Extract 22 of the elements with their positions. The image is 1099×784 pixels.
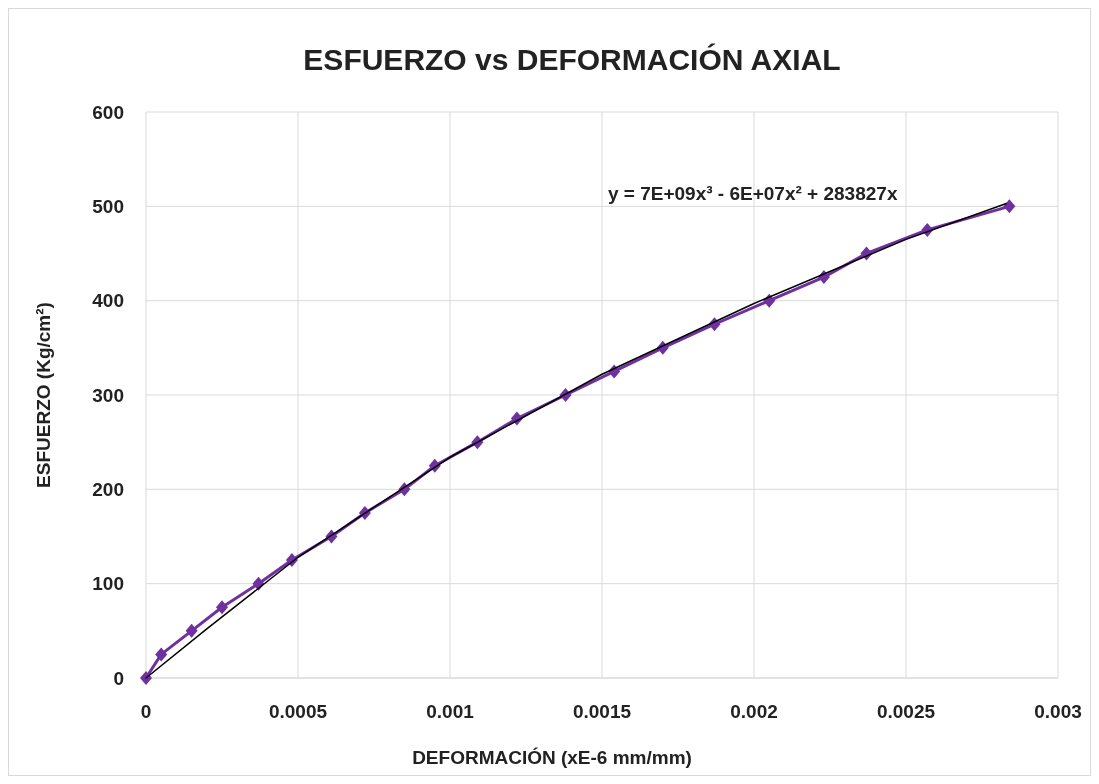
y-tick-label: 600: [92, 101, 124, 123]
y-tick-label: 100: [92, 573, 124, 595]
x-tick-label: 0.002: [730, 701, 778, 722]
x-tick-label: 0.0005: [268, 701, 328, 722]
y-tick-label: 0: [113, 667, 124, 689]
x-tick-label: 0.0015: [572, 701, 632, 722]
x-axis-title: DEFORMACIÓN (xE-6 mm/mm): [412, 747, 692, 768]
point: [155, 647, 168, 662]
y-tick-label: 200: [92, 478, 124, 500]
x-tick-label: 0: [140, 701, 152, 722]
x-tick-label: 0.0025: [876, 701, 936, 722]
x-tick-label: 0.003: [1034, 701, 1082, 722]
annotation: y = 7E+09x³ - 6E+07x² + 283827x: [608, 183, 898, 204]
y-tick-label: 400: [92, 290, 124, 312]
y-tick-label: 300: [92, 384, 124, 406]
chart-title: ESFUERZO vs DEFORMACIÓN AXIAL: [303, 43, 841, 76]
point: [1003, 199, 1016, 214]
y-tick-label: 500: [92, 195, 124, 217]
point: [216, 600, 228, 615]
y-axis-title: ESFUERZO (Kg/cm²): [33, 302, 54, 488]
point: [185, 623, 198, 638]
x-tick-label: 0.001: [426, 701, 475, 722]
